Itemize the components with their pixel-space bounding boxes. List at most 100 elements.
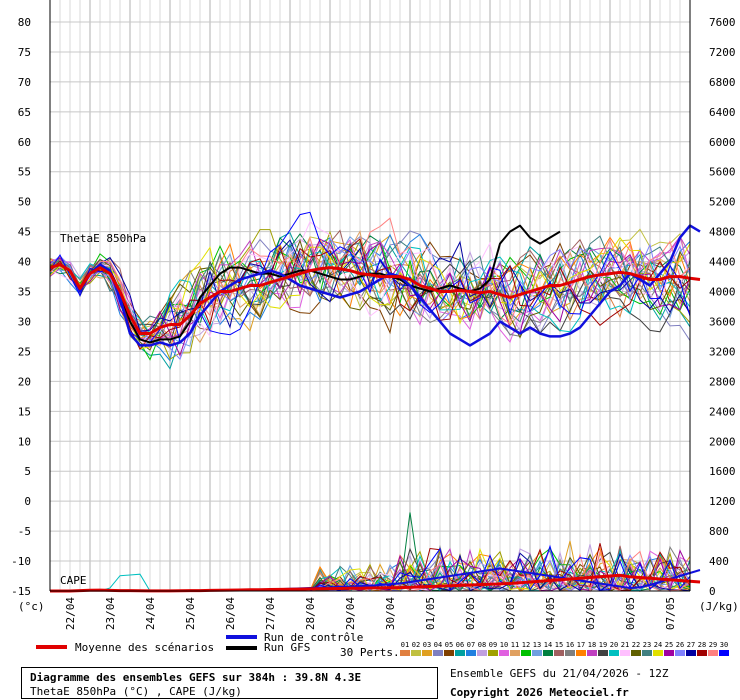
pert-key-swatch [488, 650, 498, 656]
pert-key-swatch [510, 650, 520, 656]
pert-key-swatch [499, 650, 509, 656]
pert-key-number: 22 [632, 641, 640, 649]
main-series [49, 224, 701, 593]
left-tick-label: 25 [18, 345, 31, 358]
pert-key-swatch [642, 650, 652, 656]
right-tick-label: 3200 [709, 345, 736, 358]
pert-key-number: 12 [522, 641, 530, 649]
pert-key-number: 01 [401, 641, 409, 649]
pert-key-swatch [664, 650, 674, 656]
x-tick-label: 04/05 [544, 597, 557, 630]
left-tick-label: 65 [18, 106, 31, 119]
pert-key-swatch [719, 650, 729, 656]
right-tick-label: 6400 [709, 106, 736, 119]
pert-key-swatch [653, 650, 663, 656]
pert-key-number: 20 [610, 641, 618, 649]
pert-key-number: 08 [478, 641, 486, 649]
right-tick-label: 7200 [709, 46, 736, 59]
right-tick-label: 5200 [709, 196, 736, 209]
pert-key-swatch [675, 650, 685, 656]
right-tick-label: 0 [709, 585, 716, 598]
left-tick-label: 40 [18, 256, 31, 269]
pert-key-swatch [708, 650, 718, 656]
left-tick-label: 35 [18, 286, 31, 299]
pert-key-number: 07 [467, 641, 475, 649]
pert-key-swatch [565, 650, 575, 656]
cape-panel-label: CAPE [60, 574, 87, 587]
pert-key-swatch [521, 650, 531, 656]
left-tick-label: 20 [18, 375, 31, 388]
legend: Moyenne des scénarios Run de contrôle Ru… [36, 631, 729, 659]
pert-key-number: 03 [423, 641, 431, 649]
left-tick-label: 45 [18, 226, 31, 239]
pert-key-swatch [455, 650, 465, 656]
pert-theta-line [49, 235, 691, 341]
run-label: Ensemble GEFS du 21/04/2026 - 12Z [450, 667, 669, 680]
left-axis-unit: (°c) [18, 600, 45, 613]
pert-key-number: 10 [500, 641, 508, 649]
pert-key-number: 21 [621, 641, 629, 649]
pert-key-number: 09 [489, 641, 497, 649]
x-tick-label: 07/05 [664, 597, 677, 630]
pert-key-swatch [532, 650, 542, 656]
pert-key-swatch [598, 650, 608, 656]
legend-gfs-label: Run GFS [264, 641, 310, 654]
pert-key-swatch [477, 650, 487, 656]
pert-key-number: 27 [687, 641, 695, 649]
pert-key-number: 19 [599, 641, 607, 649]
right-tick-label: 4400 [709, 256, 736, 269]
x-tick-label: 22/04 [64, 597, 77, 630]
right-tick-label: 2800 [709, 375, 736, 388]
left-tick-label: 15 [18, 405, 31, 418]
right-tick-label: 800 [709, 525, 729, 538]
left-tick-label: -10 [11, 555, 31, 568]
control-theta-line [49, 224, 701, 347]
chart-subtitle: ThetaE 850hPa (°C) , CAPE (J/kg) [30, 685, 242, 698]
pert-key-swatch [400, 650, 410, 656]
x-tick-label: 06/05 [624, 597, 637, 630]
x-tick-label: 03/05 [504, 597, 517, 630]
pert-key-number: 11 [511, 641, 519, 649]
pert-key-number: 28 [698, 641, 706, 649]
left-tick-label: 30 [18, 315, 31, 328]
pert-theta-line [49, 211, 691, 343]
pert-key-number: 04 [434, 641, 442, 649]
pert-key-number: 17 [577, 641, 585, 649]
pert-key-number: 05 [445, 641, 453, 649]
right-tick-label: 3600 [709, 315, 736, 328]
pert-key-number: 24 [654, 641, 662, 649]
right-tick-label: 400 [709, 555, 729, 568]
right-tick-label: 2000 [709, 435, 736, 448]
pert-theta-line [49, 241, 691, 338]
pert-key-number: 02 [412, 641, 420, 649]
right-tick-label: 5600 [709, 166, 736, 179]
pert-theta-line [49, 238, 691, 357]
left-tick-label: 60 [18, 136, 31, 149]
x-tick-label: 01/05 [424, 597, 437, 630]
legend-perts-label: 30 Perts. [340, 646, 400, 659]
pert-key-swatch [697, 650, 707, 656]
x-tick-label: 02/05 [464, 597, 477, 630]
pert-key-swatch [543, 650, 553, 656]
right-tick-label: 7600 [709, 16, 736, 29]
right-tick-label: 1600 [709, 465, 736, 478]
pert-key-swatch [576, 650, 586, 656]
x-tick-label: 05/05 [584, 597, 597, 630]
pert-key-number: 15 [555, 641, 563, 649]
pert-key-swatch [422, 650, 432, 656]
pert-key-number: 18 [588, 641, 596, 649]
left-tick-label: -5 [18, 525, 31, 538]
pert-key-number: 26 [676, 641, 684, 649]
legend-control-label: Run de contrôle [264, 631, 363, 644]
left-tick-label: 70 [18, 76, 31, 89]
legend-mean-label: Moyenne des scénarios [75, 641, 214, 654]
right-tick-label: 4000 [709, 286, 736, 299]
x-tick-label: 30/04 [384, 597, 397, 630]
right-tick-label: 2400 [709, 405, 736, 418]
left-tick-label: 50 [18, 196, 31, 209]
pert-theta-line [49, 236, 691, 350]
pert-key-number: 16 [566, 641, 574, 649]
x-tick-label: 29/04 [344, 597, 357, 630]
right-tick-label: 6000 [709, 136, 736, 149]
